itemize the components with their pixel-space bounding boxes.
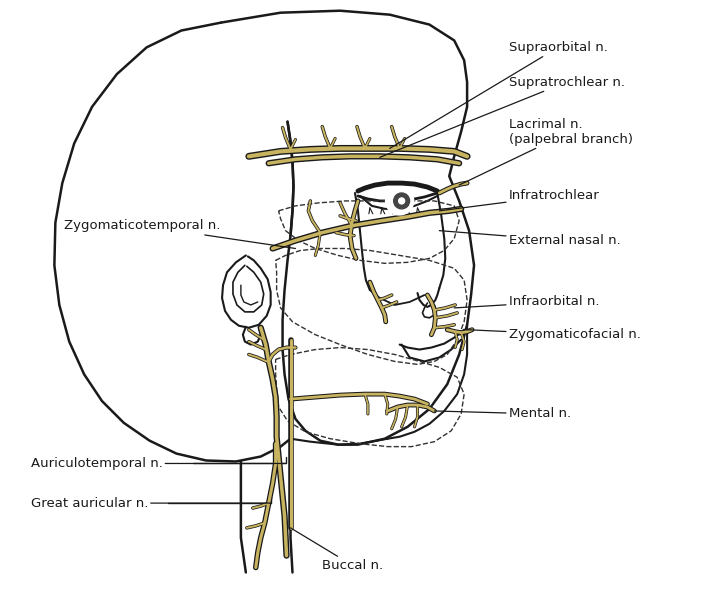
Text: Infratrochlear: Infratrochlear (440, 190, 600, 211)
Circle shape (399, 198, 404, 204)
Text: Zygomaticofacial n.: Zygomaticofacial n. (467, 328, 641, 341)
Circle shape (386, 187, 413, 215)
Text: Supraorbital n.: Supraorbital n. (389, 41, 607, 148)
Text: Buccal n.: Buccal n. (290, 528, 383, 572)
Text: Great auricular n.: Great auricular n. (30, 497, 270, 509)
Text: Mental n.: Mental n. (435, 407, 571, 421)
Text: Zygomaticotemporal n.: Zygomaticotemporal n. (64, 219, 295, 248)
Text: Supratrochlear n.: Supratrochlear n. (379, 76, 624, 157)
Circle shape (394, 193, 409, 209)
Text: Infraorbital n.: Infraorbital n. (455, 295, 599, 308)
Text: External nasal n.: External nasal n. (440, 230, 620, 247)
Text: Lacrimal n.
(palpebral branch): Lacrimal n. (palpebral branch) (459, 118, 633, 185)
Text: Auriculotemporal n.: Auriculotemporal n. (30, 457, 285, 470)
